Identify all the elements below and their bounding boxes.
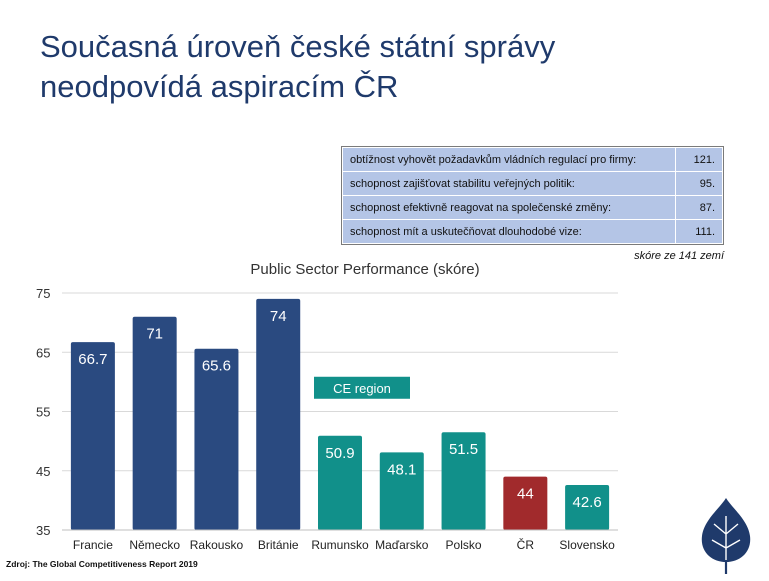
y-tick-label: 45 (36, 464, 50, 479)
bar-chart: 35 45 55 65 75 66.7 Francie 71 Německo 65.6 Rakous… (36, 286, 618, 552)
slide-title-line2: neodpovídá aspiracím ČR (40, 69, 399, 104)
x-tick-label: ČR (517, 537, 535, 552)
table-row: obtížnost vyhovět požadavkům vládních re… (342, 147, 723, 172)
bar-value-label: 42.6 (573, 494, 602, 511)
x-tick-label: Německo (129, 538, 180, 552)
ranking-table: obtížnost vyhovět požadavkům vládních re… (342, 147, 723, 244)
bar (441, 432, 486, 530)
x-tick-label: Rakousko (190, 538, 244, 552)
bar (503, 476, 548, 530)
y-tick-label: 35 (36, 523, 50, 538)
table-cell-label: schopnost zajišťovat stabilitu veřejných… (342, 171, 676, 196)
table-row: schopnost mít a uskutečňovat dlouhodobé … (342, 219, 723, 244)
bar (132, 316, 177, 530)
table-cell-value: 87. (675, 195, 723, 220)
bar (565, 484, 610, 530)
bar-value-label: 65.6 (202, 358, 231, 375)
y-tick-label: 75 (36, 286, 50, 301)
slide-title-line1: Současná úroveň české státní správy (40, 29, 556, 64)
y-tick-label: 65 (36, 345, 50, 360)
x-tick-label: Slovensko (559, 538, 615, 552)
table-cell-value: 95. (675, 171, 723, 196)
table-row: schopnost zajišťovat stabilitu veřejných… (342, 171, 723, 196)
bar (194, 348, 239, 530)
x-tick-label: Francie (73, 538, 113, 552)
table-cell-value: 111. (675, 219, 723, 244)
bar-value-label: 44 (517, 486, 534, 503)
source-note: Zdroj: The Global Competitiveness Report… (6, 559, 198, 569)
bar-value-label: 74 (270, 308, 287, 325)
table-cell-label: schopnost efektivně reagovat na společen… (342, 195, 676, 220)
x-tick-label: Maďarsko (375, 538, 429, 552)
x-tick-label: Polsko (446, 538, 482, 552)
bar-value-label: 50.9 (325, 445, 354, 462)
table-cell-label: obtížnost vyhovět požadavkům vládních re… (342, 147, 676, 172)
bar-value-label: 51.5 (449, 441, 478, 458)
bar (318, 435, 362, 530)
table-row: schopnost efektivně reagovat na společen… (342, 195, 723, 220)
ce-region-box (314, 376, 410, 399)
x-tick-label: Británie (258, 538, 299, 552)
linden-leaf-icon (701, 498, 751, 574)
x-tick-label: Rumunsko (311, 538, 369, 552)
table-cell-label: schopnost mít a uskutečňovat dlouhodobé … (342, 219, 676, 244)
bar-value-label: 48.1 (387, 461, 416, 478)
bar (256, 298, 301, 530)
bar-value-label: 66.7 (78, 351, 107, 368)
y-tick-label: 55 (36, 405, 50, 420)
slide-title: Současná úroveň české státní správy neod… (40, 27, 660, 107)
score-note: skóre ze 141 zemí (634, 250, 724, 262)
bar (379, 452, 424, 530)
bar-value-label: 71 (146, 326, 163, 343)
table-cell-value: 121. (675, 147, 723, 172)
chart-title: Public Sector Performance (skóre) (250, 261, 480, 278)
bar (70, 342, 115, 530)
ce-region-label: CE region (333, 381, 391, 396)
